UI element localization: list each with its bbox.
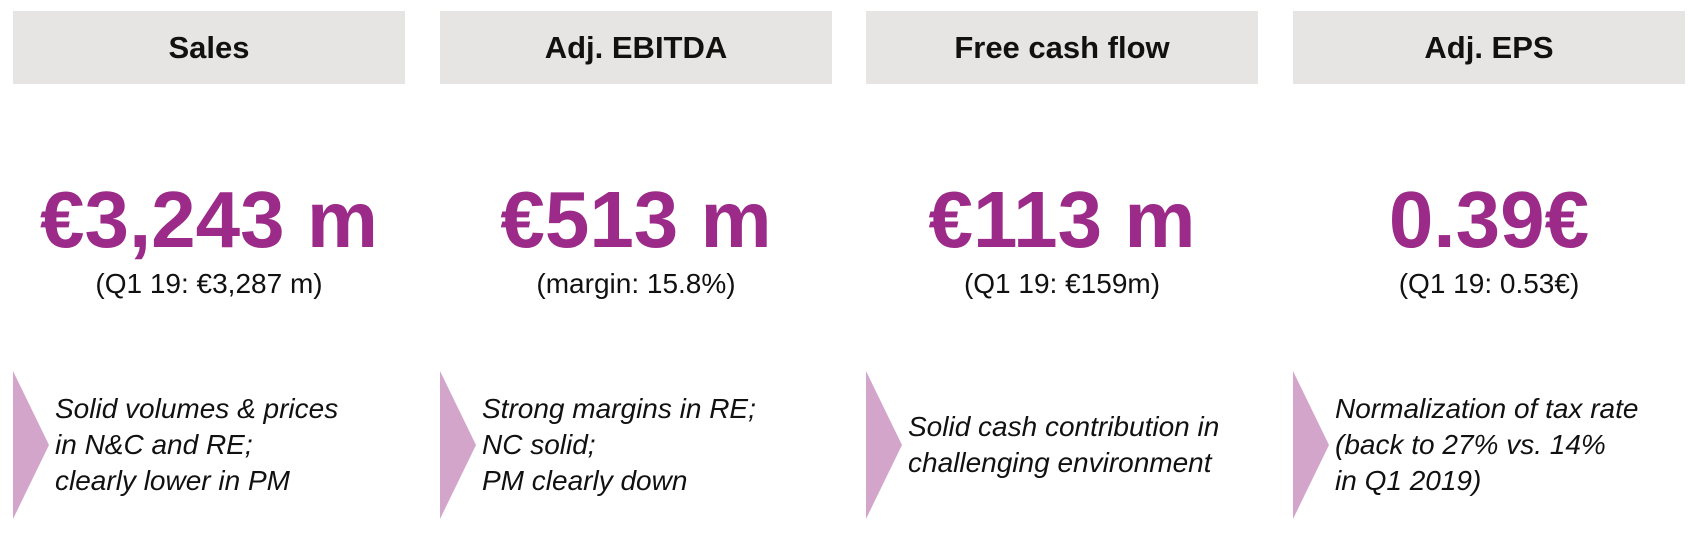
kpi-comparison: (Q1 19: €3,287 m) xyxy=(95,268,323,299)
kpi-note: Strong margins in RE; NC solid; PM clear… xyxy=(482,371,832,519)
kpi-note: Normalization of tax rate (back to 27% v… xyxy=(1335,371,1685,519)
kpi-note-line: in Q1 2019) xyxy=(1335,465,1482,496)
kpi-value: 0.39€ xyxy=(1388,175,1590,264)
kpi-comparison: (Q1 19: €159m) xyxy=(963,268,1161,299)
kpi-comparison: (Q1 19: 0.53€) xyxy=(1398,268,1580,299)
kpi-note: Solid volumes & prices in N&C and RE; cl… xyxy=(55,371,405,519)
kpi-card-adj-eps: Adj. EPS 0.39€ (Q1 19: 0.53€) Normalizat… xyxy=(1293,0,1685,533)
kpi-note: Solid cash contribution in challenging e… xyxy=(908,371,1258,519)
kpi-card-sales: Sales €3,243 m (Q1 19: €3,287 m) Solid v… xyxy=(13,0,405,533)
kpi-note-line: PM clearly down xyxy=(482,465,688,496)
kpi-note-line: (back to 27% vs. 14% xyxy=(1335,429,1606,460)
kpi-note-line: Normalization of tax rate xyxy=(1335,393,1639,424)
kpi-value: €513 m xyxy=(500,175,772,264)
chevron-right-icon xyxy=(13,371,49,519)
kpi-note-line: challenging environment xyxy=(908,447,1212,478)
kpi-header: Sales xyxy=(13,11,405,84)
chevron-right-icon xyxy=(1293,371,1329,519)
kpi-value: €3,243 m xyxy=(39,175,379,264)
kpi-header: Free cash flow xyxy=(866,11,1258,84)
chevron-right-icon xyxy=(866,371,902,519)
kpi-note-line: clearly lower in PM xyxy=(55,465,290,496)
kpi-note-line: Solid volumes & prices xyxy=(55,393,339,424)
kpi-value: €113 m xyxy=(928,175,1196,264)
kpi-note-line: Strong margins in RE; xyxy=(482,393,756,424)
kpi-card-adj-ebitda: Adj. EBITDA €513 m (margin: 15.8%) Stron… xyxy=(440,0,832,533)
kpi-card-free-cash-flow: Free cash flow €113 m (Q1 19: €159m) Sol… xyxy=(866,0,1258,533)
kpi-header: Adj. EBITDA xyxy=(440,11,832,84)
kpi-comparison: (margin: 15.8%) xyxy=(536,268,736,299)
kpi-note-line: in N&C and RE; xyxy=(55,429,253,460)
chevron-right-icon xyxy=(440,371,476,519)
kpi-note-line: NC solid; xyxy=(482,429,596,460)
kpi-header: Adj. EPS xyxy=(1293,11,1685,84)
kpi-note-line: Solid cash contribution in xyxy=(908,411,1220,442)
